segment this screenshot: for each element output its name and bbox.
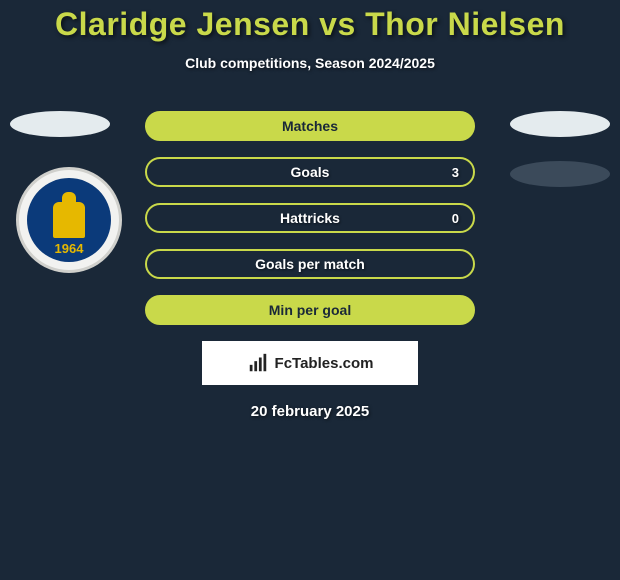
player1-placeholder-pill xyxy=(10,111,110,137)
crest-tower-icon xyxy=(53,202,85,238)
stat-value-right: 3 xyxy=(452,165,459,180)
stat-label: Min per goal xyxy=(147,302,473,318)
brand-box: FcTables.com xyxy=(202,341,418,385)
crest-year: 1964 xyxy=(27,241,111,256)
brand-text: FcTables.com xyxy=(275,355,374,372)
player2-placeholder-pill-1 xyxy=(510,111,610,137)
club-crest: 1964 xyxy=(16,167,122,273)
page-title: Claridge Jensen vs Thor Nielsen xyxy=(0,0,620,43)
stat-row-min-per-goal: Min per goal xyxy=(145,295,475,325)
stat-row-matches: Matches xyxy=(145,111,475,141)
stat-value-right: 0 xyxy=(452,211,459,226)
club-crest-inner: 1964 xyxy=(27,178,111,262)
date-line: 20 february 2025 xyxy=(0,403,620,420)
stat-label: Goals per match xyxy=(147,256,473,272)
stat-row-hattricks: Hattricks 0 xyxy=(145,203,475,233)
player2-placeholder-pill-2 xyxy=(510,161,610,187)
stat-label: Matches xyxy=(147,118,473,134)
subtitle: Club competitions, Season 2024/2025 xyxy=(0,55,620,71)
stat-row-goals-per-match: Goals per match xyxy=(145,249,475,279)
stat-row-goals: Goals 3 xyxy=(145,157,475,187)
stats-area: 1964 Matches Goals 3 Hattricks 0 Goals p… xyxy=(0,111,620,420)
stat-label: Goals xyxy=(147,164,473,180)
chart-icon xyxy=(247,352,269,374)
stat-label: Hattricks xyxy=(147,210,473,226)
